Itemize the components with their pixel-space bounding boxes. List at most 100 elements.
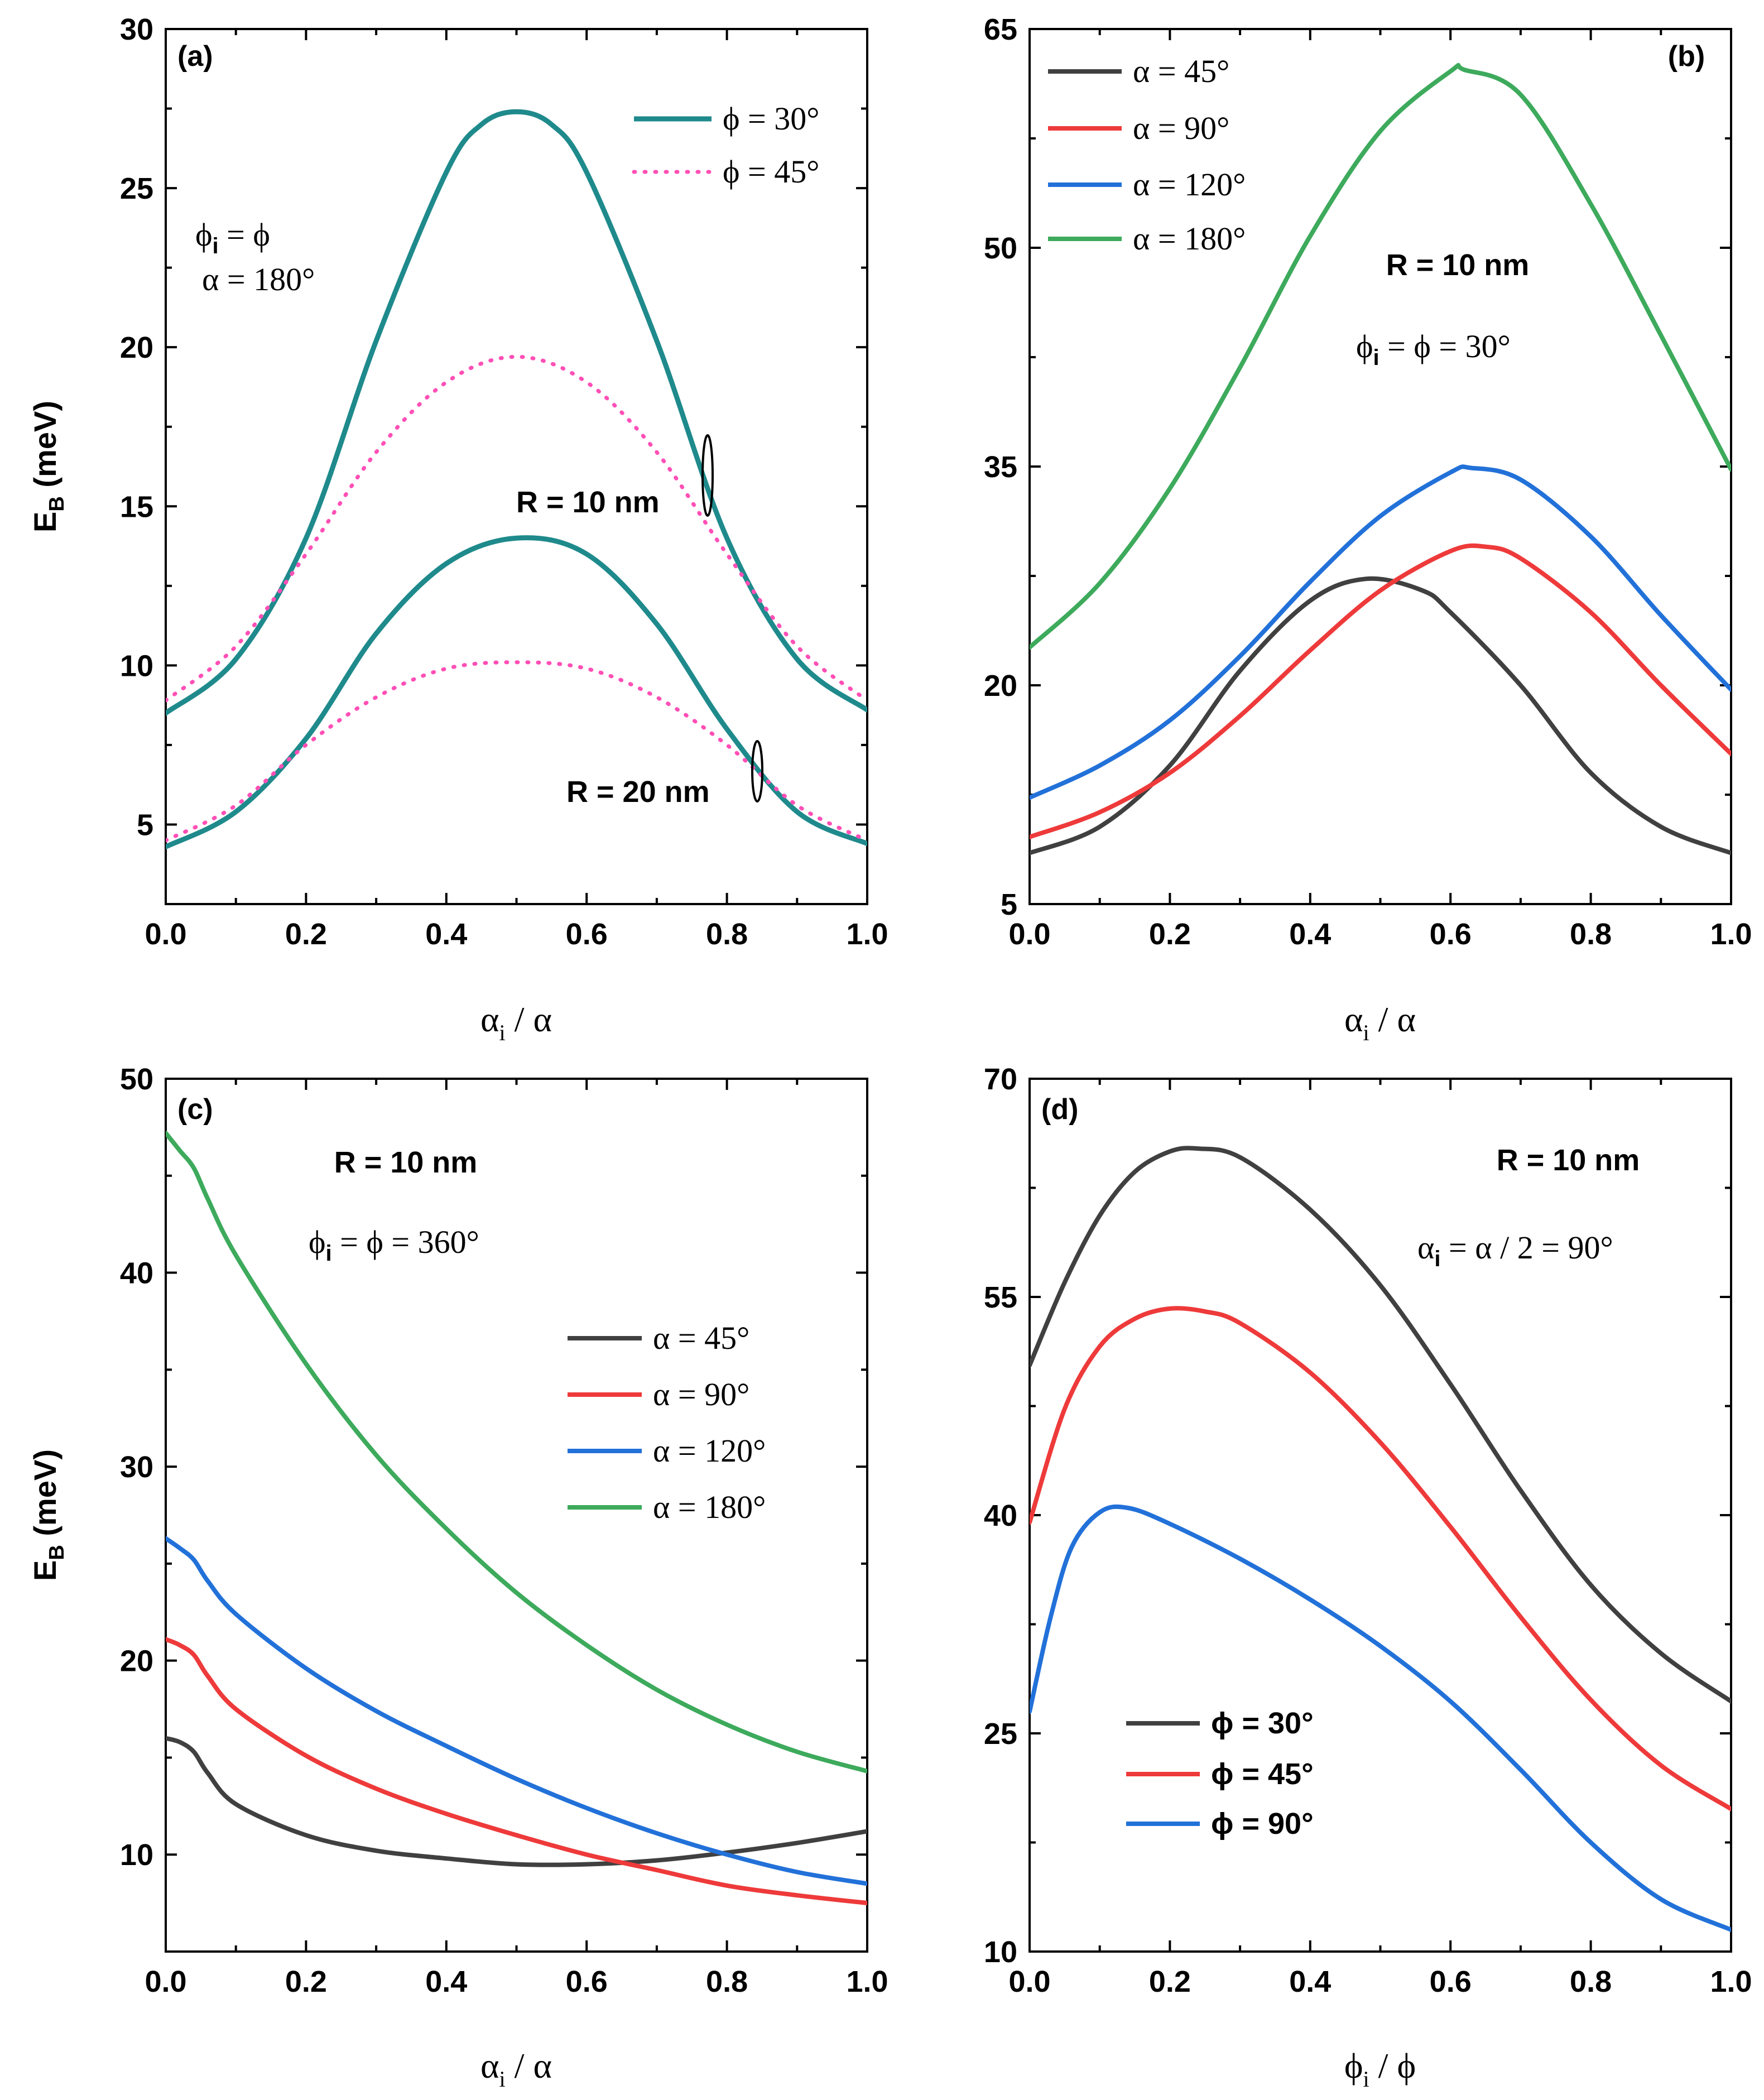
label-r10: R = 10 nm — [516, 486, 660, 519]
legend-d-1-label: ϕ = 45° — [1211, 1757, 1314, 1791]
panel-c-label: (c) — [177, 1093, 213, 1126]
y-tick-label: 20 — [984, 669, 1017, 703]
series-a-2-line — [166, 535, 867, 849]
x-tick-label: 0.4 — [425, 917, 467, 951]
legend-d-0-label: ϕ = 30° — [1211, 1707, 1314, 1740]
x-tick-label: 1.0 — [1710, 1965, 1752, 1998]
y-tick-label: 50 — [984, 232, 1017, 265]
ellipse-r10-marker — [701, 434, 714, 517]
panel-b-xlabel: αi / α — [1344, 999, 1416, 1045]
series-b-0-line — [1030, 576, 1731, 856]
x-tick-label: 0.2 — [1149, 917, 1191, 951]
series-b-1-line — [1030, 543, 1731, 839]
panel-a-xlabel: αi / α — [480, 999, 552, 1045]
x-tick-label: 0.2 — [1149, 1965, 1191, 1998]
y-tick-label: 15 — [120, 490, 153, 523]
panel-b: 0.0 0.2 0.4 0.6 0.8 1.0 5 20 35 50 65 (b) R = 10 n… — [984, 13, 1752, 1045]
legend-c-2-label: α = 120° — [653, 1433, 766, 1469]
x-tick-label: 0.6 — [1430, 917, 1472, 951]
series-c-2-line — [166, 1536, 867, 1886]
x-tick-label: 1.0 — [846, 917, 888, 951]
series-c-1-line — [166, 1637, 867, 1906]
x-tick-label: 1.0 — [1710, 917, 1752, 951]
y-tick-label: 5 — [1001, 888, 1017, 921]
x-tick-label: 0.6 — [566, 1965, 608, 1998]
y-tick-label: 35 — [984, 450, 1017, 484]
y-tick-label: 50 — [120, 1063, 153, 1096]
y-tick-label: 70 — [984, 1063, 1017, 1096]
panel-a-ann-line1: ϕi = ϕ — [195, 217, 270, 258]
series-a-0-line — [166, 109, 867, 716]
panel-d-ann-line2: αi = α / 2 = 90° — [1417, 1229, 1613, 1271]
panel-b-ann-line1: R = 10 nm — [1386, 248, 1530, 282]
x-tick-label: 0.4 — [425, 1965, 467, 1998]
y-tick-label: 20 — [120, 331, 153, 364]
legend-b-1-label: α = 90° — [1133, 110, 1229, 146]
ellipse-r20-marker — [751, 740, 763, 802]
panel-a-ann-line2: α = 180° — [202, 261, 315, 297]
x-tick-label: 0.8 — [706, 917, 748, 951]
panel-b-ann-line2: ϕi = ϕ = 30° — [1356, 328, 1511, 370]
x-tick-label: 0.8 — [706, 1965, 748, 1998]
legend-b-0-label: α = 45° — [1133, 53, 1229, 89]
panel-a-ylabel: EB (meV) — [27, 401, 69, 532]
legend-a-0-label: ϕ = 30° — [723, 100, 819, 137]
series-d-2-line — [1030, 1504, 1731, 1932]
panel-c-ticks: 0.0 0.2 0.4 0.6 0.8 1.0 10 20 30 40 50 — [120, 1063, 888, 1998]
y-tick-label: 10 — [120, 649, 153, 683]
panel-c-ann-line1: R = 10 nm — [334, 1146, 478, 1179]
x-tick-label: 0.0 — [1008, 1965, 1050, 1998]
series-c-3-line — [166, 1131, 867, 1774]
panel-c-ylabel: EB (meV) — [27, 1449, 69, 1581]
legend-c-3-label: α = 180° — [653, 1489, 766, 1525]
panel-c: 0.0 0.2 0.4 0.6 0.8 1.0 10 20 30 40 50 (c) R = 10 … — [27, 1063, 888, 2092]
legend-c-1-label: α = 90° — [653, 1376, 749, 1412]
x-tick-label: 0.2 — [285, 1965, 327, 1998]
panel-d-ann-line1: R = 10 nm — [1497, 1143, 1640, 1177]
y-tick-label: 40 — [120, 1257, 153, 1290]
series-b-2-line — [1030, 464, 1731, 800]
panel-d-ticks: 0.0 0.2 0.4 0.6 0.8 1.0 10 25 40 55 70 — [984, 1063, 1752, 1998]
x-tick-label: 0.8 — [1570, 1965, 1612, 1998]
legend-b-2-label: α = 120° — [1133, 166, 1246, 203]
y-tick-label: 40 — [984, 1499, 1017, 1532]
x-tick-label: 0.0 — [145, 1965, 186, 1998]
legend-b-3-label: α = 180° — [1133, 220, 1246, 257]
panel-c-xlabel: αi / α — [480, 2046, 552, 2092]
label-r20: R = 20 nm — [566, 775, 710, 809]
series-a-1-line — [166, 354, 867, 703]
series-d-1-line — [1030, 1306, 1731, 1811]
panel-d-label: (d) — [1041, 1093, 1078, 1126]
y-tick-label: 10 — [984, 1935, 1017, 1969]
panel-d-xlabel: ϕi / ϕ — [1344, 2046, 1416, 2092]
y-tick-label: 55 — [984, 1281, 1017, 1314]
x-tick-label: 0.0 — [1008, 917, 1050, 951]
y-tick-label: 65 — [984, 13, 1017, 46]
panel-b-label: (b) — [1668, 40, 1705, 73]
y-tick-label: 30 — [120, 1450, 153, 1484]
x-tick-label: 1.0 — [846, 1965, 888, 1998]
legend-a-1-label: ϕ = 45° — [723, 153, 819, 190]
legend-c-0-label: α = 45° — [653, 1320, 749, 1356]
series-d-0-line — [1030, 1146, 1731, 1704]
y-tick-label: 25 — [984, 1717, 1017, 1751]
x-tick-label: 0.4 — [1289, 917, 1331, 951]
panel-a-ticks: 0.0 0.2 0.4 0.6 0.8 1.0 5 10 15 20 25 30 — [120, 13, 888, 951]
y-tick-label: 30 — [120, 13, 153, 46]
y-tick-label: 10 — [120, 1838, 153, 1872]
panel-d: 0.0 0.2 0.4 0.6 0.8 1.0 10 25 40 55 70 (d) R = 10 … — [984, 1063, 1752, 2092]
x-tick-label: 0.8 — [1570, 917, 1612, 951]
panel-a: 0.0 0.2 0.4 0.6 0.8 1.0 5 10 15 20 25 30 (a) ϕi = ϕ… — [27, 13, 888, 1045]
x-tick-label: 0.4 — [1289, 1965, 1331, 1998]
panel-c-ann-line2: ϕi = ϕ = 360° — [309, 1224, 479, 1266]
x-tick-label: 0.6 — [566, 917, 608, 951]
x-tick-label: 0.2 — [285, 917, 327, 951]
series-a-3-line — [166, 660, 867, 843]
legend-d-2-label: ϕ = 90° — [1211, 1807, 1314, 1840]
x-tick-label: 0.6 — [1430, 1965, 1472, 1998]
y-tick-label: 20 — [120, 1645, 153, 1678]
panel-a-label: (a) — [177, 40, 213, 73]
x-tick-label: 0.0 — [145, 917, 186, 951]
